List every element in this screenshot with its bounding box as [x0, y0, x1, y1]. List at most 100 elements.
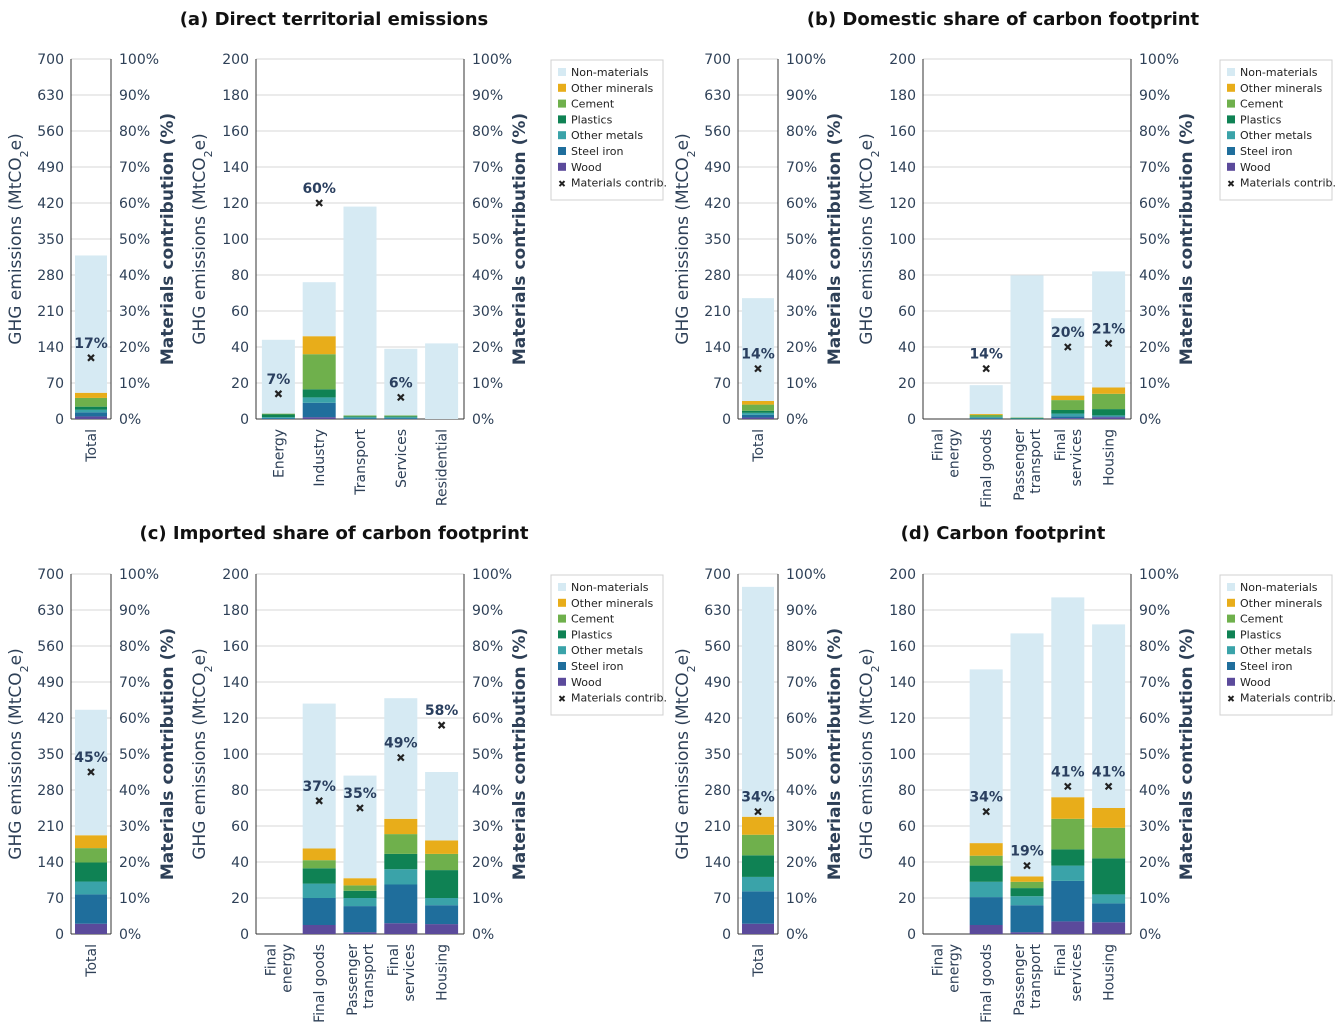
bar-segment-other-minerals	[302, 336, 336, 355]
legend-label: Other minerals	[1240, 82, 1323, 95]
bar-segment-steel-iron	[261, 418, 295, 419]
x-category-label-line: Housing	[1102, 944, 1118, 1001]
panel-title: (b) Domestic share of carbon footprint	[807, 9, 1200, 30]
legend-label: Other metals	[1240, 644, 1312, 657]
y2-tick-label: 40%	[1139, 268, 1170, 284]
y2-tick-label: 40%	[472, 268, 503, 284]
bar-segment-wood	[1010, 932, 1044, 934]
bar-segment-non-materials	[302, 282, 336, 337]
y2-tick-label: 20%	[119, 340, 150, 356]
y-tick-label: 140	[889, 160, 916, 176]
y-tick-label: 630	[37, 88, 64, 104]
y-tick-label: 40	[231, 855, 249, 871]
y2-tick-label: 20%	[1139, 340, 1170, 356]
bar-segment-cement	[742, 404, 774, 411]
bar-segment-other-minerals	[969, 843, 1003, 856]
y-tick-label: 70	[713, 891, 731, 907]
bar-segment-plastics	[302, 389, 336, 398]
y-tick-label: 100	[889, 232, 916, 248]
materials-contrib-label: 14%	[741, 347, 775, 363]
y-tick-label: 420	[37, 711, 64, 727]
bar-segment-other-minerals	[1051, 395, 1085, 401]
y2-tick-label: 30%	[1139, 819, 1170, 835]
bar-segment-wood	[302, 925, 336, 934]
legend-swatch-other-minerals	[558, 598, 566, 607]
bar-segment-cement	[261, 413, 295, 415]
x-category-label: Industry	[312, 429, 328, 487]
bar-segment-other-minerals	[742, 816, 774, 835]
y-tick-label: 140	[704, 340, 731, 356]
materials-contrib-label: 17%	[74, 336, 108, 352]
y2-tick-label: 10%	[119, 376, 150, 392]
bar-segment-cement	[1092, 827, 1126, 859]
y-tick-label: 20	[898, 376, 916, 392]
legend-label: Other minerals	[571, 82, 654, 95]
bar-segment-cement	[1051, 818, 1085, 850]
bar-segment-cement	[75, 848, 107, 863]
x-category-label-line: Final goods	[979, 429, 995, 508]
x-category-label: Housing	[1102, 429, 1118, 486]
y-tick-label: 20	[231, 376, 249, 392]
bar-segment-wood	[1092, 417, 1126, 419]
y-tick-label: 280	[704, 783, 731, 799]
y-tick-label: 420	[37, 196, 64, 212]
y-tick-label: 100	[222, 747, 249, 763]
y2-axis-label: Materials contribution (%)	[1177, 113, 1197, 365]
y-tick-label: 0	[240, 927, 249, 943]
bar-segment-plastics	[1010, 888, 1044, 897]
legend-label: Cement	[571, 98, 615, 111]
y2-tick-label: 90%	[1139, 88, 1170, 104]
legend-marker-materials-contrib	[558, 180, 566, 187]
y-tick-label: 0	[55, 927, 64, 943]
materials-contrib-label: 7%	[267, 372, 291, 388]
materials-contrib-marker	[1064, 343, 1072, 351]
y-tick-label: 490	[704, 675, 731, 691]
legend-label: Cement	[1240, 613, 1284, 626]
materials-contrib-label: 45%	[74, 750, 108, 766]
x-category-label: Final goods	[979, 429, 995, 508]
y2-tick-label: 70%	[1139, 160, 1170, 176]
bar-segment-plastics	[969, 865, 1003, 882]
materials-contrib-label: 41%	[1051, 764, 1085, 780]
legend-label: Materials contrib.	[571, 177, 667, 190]
materials-contrib-label: 35%	[343, 786, 377, 802]
bar-segment-non-materials	[1051, 318, 1085, 396]
materials-contrib-marker	[982, 364, 990, 373]
bar-segment-other-minerals	[1051, 797, 1085, 819]
x-category-label: Total	[84, 429, 100, 463]
bar-segment-non-materials	[1051, 597, 1085, 798]
materials-contrib-marker	[87, 768, 95, 776]
legend-box	[550, 59, 664, 201]
bar-segment-wood	[384, 923, 418, 934]
y-tick-label: 80	[231, 268, 249, 284]
legend-label: Steel iron	[1240, 145, 1292, 158]
bar-segment-plastics	[1092, 858, 1126, 895]
y-tick-label: 210	[704, 304, 731, 320]
materials-contrib-label: 19%	[1010, 844, 1044, 860]
x-category-label-line: energy	[279, 944, 295, 993]
y-axis-label: GHG emissions (MtCO2e)	[190, 648, 215, 859]
bar-segment-other-minerals	[343, 878, 377, 886]
y2-tick-label: 10%	[119, 891, 150, 907]
bar-segment-wood	[1092, 922, 1126, 934]
y2-tick-label: 80%	[1139, 639, 1170, 655]
y-tick-label: 490	[37, 160, 64, 176]
x-category-label: Final services	[1053, 429, 1085, 486]
x-category-label-line: Final	[930, 944, 946, 976]
materials-contrib-label: 37%	[302, 779, 336, 795]
materials-contrib-label: 58%	[425, 703, 459, 719]
x-category-label-line: Total	[84, 429, 100, 463]
legend-swatch-other-minerals	[1227, 83, 1235, 92]
y-tick-label: 560	[37, 639, 64, 655]
y-tick-label: 140	[222, 675, 249, 691]
y-tick-label: 120	[222, 196, 249, 212]
legend-label: Wood	[1240, 161, 1271, 174]
x-category-label-line: Total	[84, 944, 100, 978]
y-tick-label: 280	[704, 268, 731, 284]
legend-swatch-other-metals	[1227, 131, 1235, 140]
legend-label: Plastics	[1240, 628, 1282, 641]
y-tick-label: 280	[37, 783, 64, 799]
y2-tick-label: 60%	[472, 711, 503, 727]
x-category-label-line: Housing	[435, 944, 451, 1001]
